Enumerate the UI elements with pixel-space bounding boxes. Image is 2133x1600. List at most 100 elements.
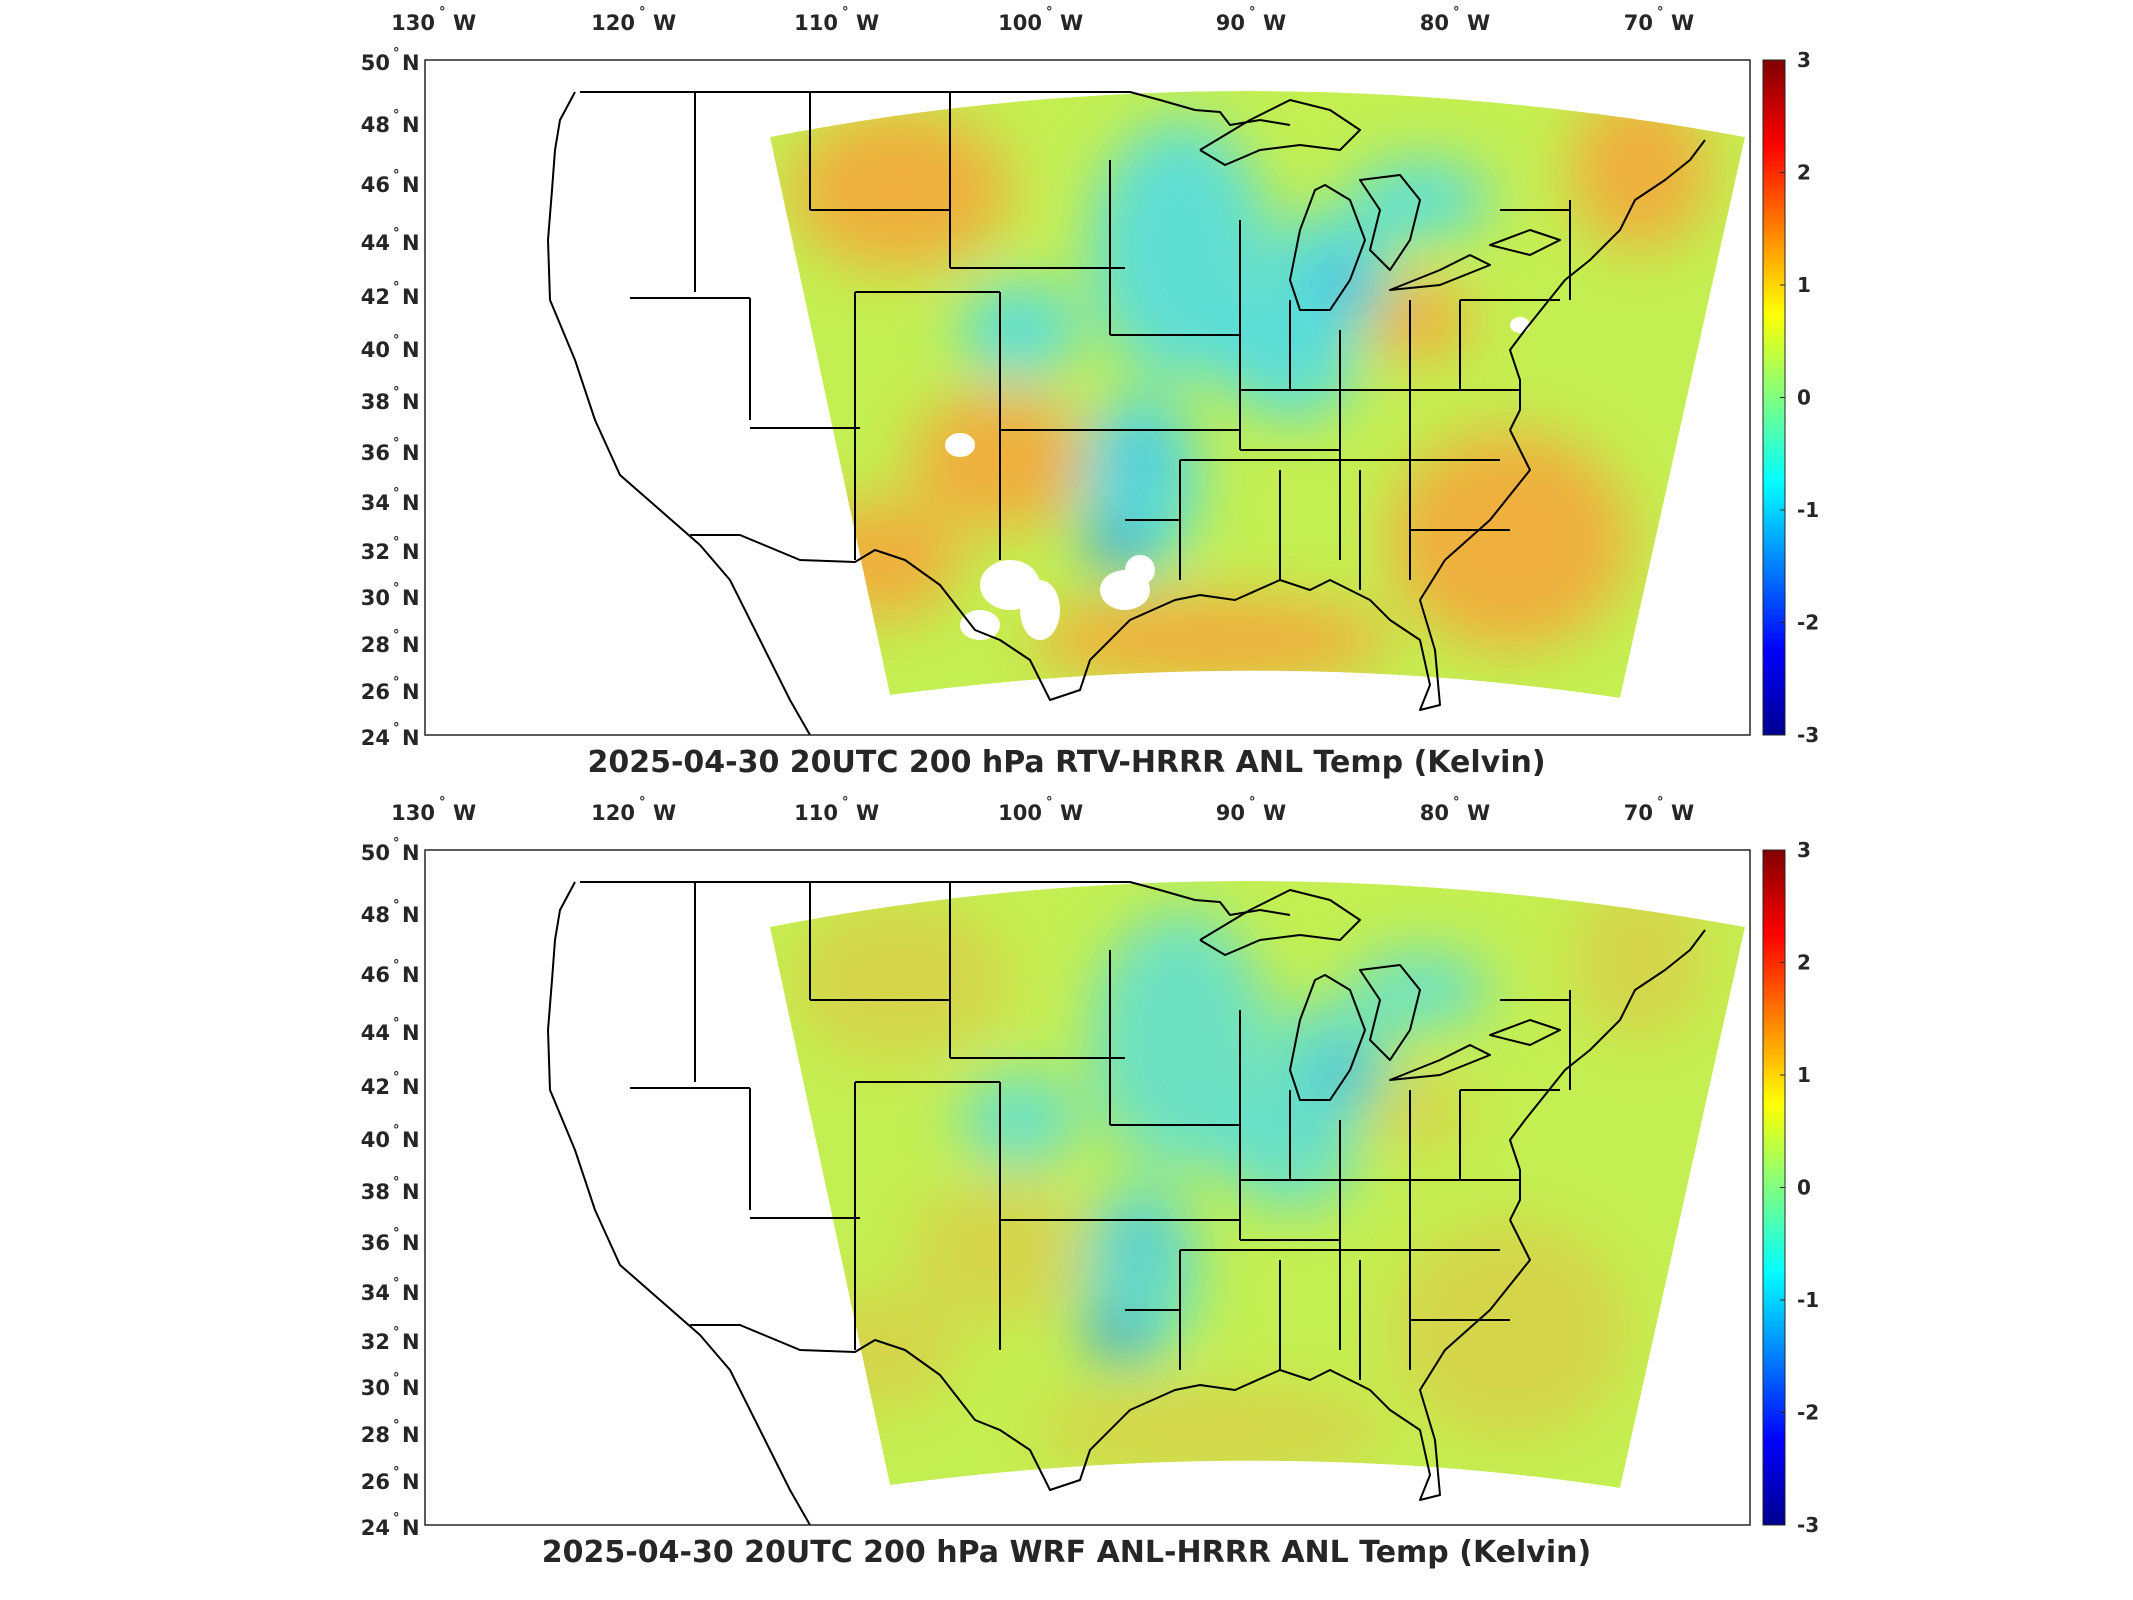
svg-text:24: 24 — [361, 726, 390, 750]
svg-text:°: ° — [393, 1418, 400, 1433]
latitude-tick-label: 32 ° N — [361, 535, 420, 564]
svg-text:W: W — [856, 11, 879, 35]
bottom-map-title: 2025-04-30 20UTC 200 hPa WRF ANL-HRRR AN… — [541, 1535, 1592, 1570]
svg-text:W: W — [1671, 801, 1694, 825]
svg-text:°: ° — [393, 1371, 400, 1386]
svg-text:50: 50 — [361, 841, 390, 865]
latitude-tick-label: 36 ° N — [361, 436, 420, 465]
svg-text:N: N — [402, 231, 420, 255]
svg-text:W: W — [1263, 11, 1286, 35]
svg-text:°: ° — [1046, 5, 1053, 20]
svg-text:50: 50 — [361, 51, 390, 75]
svg-text:-2: -2 — [1797, 1401, 1819, 1425]
svg-text:34: 34 — [361, 1281, 390, 1305]
top-map-svg: 130 ° W 120 ° W 110 ° W 100 ° W 90 ° W 80 ° W 70 ° W50 ° N48 ° N… — [361, 5, 1819, 750]
svg-text:N: N — [402, 726, 420, 750]
svg-text:26: 26 — [361, 1470, 390, 1494]
svg-text:N: N — [402, 1231, 420, 1255]
svg-text:110: 110 — [794, 801, 838, 825]
svg-text:48: 48 — [361, 903, 390, 927]
svg-text:W: W — [453, 801, 476, 825]
svg-text:°: ° — [1249, 5, 1256, 20]
svg-text:N: N — [402, 173, 420, 197]
svg-text:N: N — [402, 1516, 420, 1540]
svg-text:N: N — [402, 1376, 420, 1400]
latitude-tick-label: 50 ° N — [361, 46, 420, 75]
svg-text:N: N — [402, 1075, 420, 1099]
svg-text:°: ° — [393, 168, 400, 183]
colorbar-tick: 1 — [1780, 1063, 1811, 1087]
svg-text:°: ° — [393, 675, 400, 690]
latitude-tick-label: 26 ° N — [361, 675, 420, 704]
bottom-map-svg: 130 ° W 120 ° W 110 ° W 100 ° W 90 ° W 80 ° W 70 ° W50 ° N48 ° N… — [361, 795, 1819, 1540]
svg-text:1: 1 — [1797, 1063, 1811, 1087]
svg-text:3: 3 — [1797, 48, 1811, 72]
svg-text:2: 2 — [1797, 161, 1811, 185]
colorbar-tick: -2 — [1780, 611, 1819, 635]
latitude-tick-label: 30 ° N — [361, 1371, 420, 1400]
latitude-tick-label: 40 ° N — [361, 333, 420, 362]
longitude-tick-label: 130 ° W — [391, 5, 476, 35]
svg-text:N: N — [402, 633, 420, 657]
svg-text:N: N — [402, 1330, 420, 1354]
svg-text:46: 46 — [361, 173, 390, 197]
svg-text:-1: -1 — [1797, 1288, 1819, 1312]
colorbar-tick: 2 — [1780, 161, 1811, 185]
svg-text:N: N — [402, 903, 420, 927]
latitude-tick-label: 44 ° N — [361, 1016, 420, 1045]
bottom-map-panel: 130 ° W 120 ° W 110 ° W 100 ° W 90 ° W 80 ° W 70 ° W 50 ° N 48 ° N… — [0, 790, 2133, 1590]
svg-text:°: ° — [639, 5, 646, 20]
svg-text:44: 44 — [361, 231, 390, 255]
svg-text:90: 90 — [1216, 801, 1245, 825]
svg-text:30: 30 — [361, 586, 390, 610]
svg-text:N: N — [402, 540, 420, 564]
svg-text:°: ° — [393, 1016, 400, 1031]
svg-text:28: 28 — [361, 633, 390, 657]
svg-text:°: ° — [393, 581, 400, 596]
colorbar-tick: -2 — [1780, 1401, 1819, 1425]
svg-text:N: N — [402, 491, 420, 515]
longitude-tick-label: 120 ° W — [591, 5, 676, 35]
svg-text:N: N — [402, 1470, 420, 1494]
svg-text:46: 46 — [361, 963, 390, 987]
svg-text:42: 42 — [361, 285, 390, 309]
svg-text:W: W — [1671, 11, 1694, 35]
svg-text:°: ° — [439, 795, 446, 810]
svg-text:°: ° — [393, 535, 400, 550]
svg-text:°: ° — [393, 1276, 400, 1291]
svg-text:N: N — [402, 51, 420, 75]
colorbar-tick: -3 — [1780, 1513, 1819, 1537]
latitude-tick-label: 46 ° N — [361, 168, 420, 197]
svg-text:N: N — [402, 390, 420, 414]
svg-text:°: ° — [393, 46, 400, 61]
svg-text:130: 130 — [391, 11, 435, 35]
svg-text:110: 110 — [794, 11, 838, 35]
svg-text:W: W — [1467, 11, 1490, 35]
svg-text:°: ° — [393, 1325, 400, 1340]
missing-data-patches — [945, 317, 1530, 640]
svg-text:44: 44 — [361, 1021, 390, 1045]
svg-text:N: N — [402, 680, 420, 704]
svg-text:W: W — [856, 801, 879, 825]
colorbar-tick: 1 — [1780, 273, 1811, 297]
svg-text:38: 38 — [361, 1180, 390, 1204]
latitude-tick-label: 44 ° N — [361, 226, 420, 255]
svg-text:°: ° — [1657, 5, 1664, 20]
svg-text:40: 40 — [361, 338, 390, 362]
latitude-tick-label: 48 ° N — [361, 898, 420, 927]
longitude-tick-label: 80 ° W — [1420, 5, 1490, 35]
svg-text:120: 120 — [591, 801, 635, 825]
svg-text:N: N — [402, 1180, 420, 1204]
svg-text:°: ° — [1249, 795, 1256, 810]
svg-text:°: ° — [393, 958, 400, 973]
colorbar-tick: -1 — [1780, 1288, 1819, 1312]
svg-text:°: ° — [393, 721, 400, 736]
svg-text:36: 36 — [361, 441, 390, 465]
top-map-title: 2025-04-30 20UTC 200 hPa RTV-HRRR ANL Te… — [587, 745, 1546, 780]
svg-text:°: ° — [393, 1175, 400, 1190]
svg-text:°: ° — [393, 836, 400, 851]
svg-text:°: ° — [393, 1123, 400, 1138]
latitude-tick-label: 38 ° N — [361, 1175, 420, 1204]
svg-text:100: 100 — [998, 801, 1042, 825]
svg-text:°: ° — [639, 795, 646, 810]
